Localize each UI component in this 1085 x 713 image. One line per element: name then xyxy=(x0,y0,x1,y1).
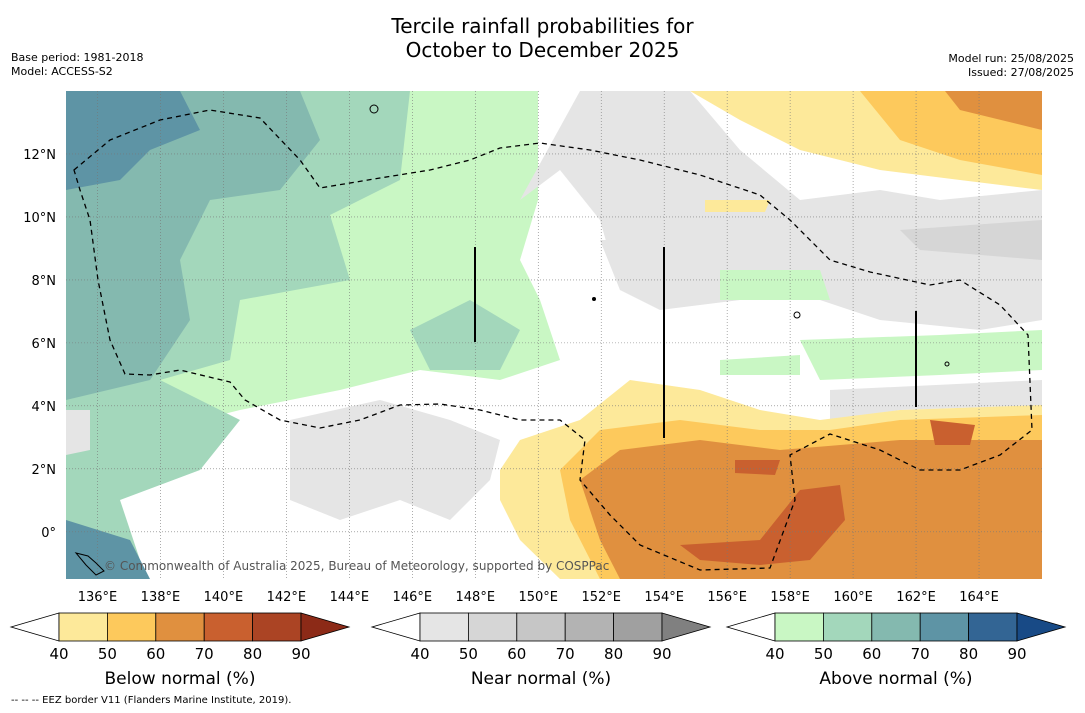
lon-tick-label: 158°E xyxy=(770,590,810,605)
colorbar-low-arrow xyxy=(370,612,421,642)
colorbar-swatch xyxy=(516,612,566,642)
lon-tick-label: 144°E xyxy=(330,590,370,605)
lon-tick-label: 146°E xyxy=(393,590,433,605)
colorbars: 40 50 60 70 80 90 Below normal (%) 40 50 60 70 80 90… xyxy=(9,612,1067,689)
lon-tick-label: 140°E xyxy=(204,590,244,605)
colorbar-swatch xyxy=(467,612,518,642)
colorbar: 40 50 60 70 80 90 Above normal (%) xyxy=(725,612,1067,689)
colorbar-tick-label: 80 xyxy=(243,645,262,663)
island-icon xyxy=(944,361,950,367)
latitude-ticks: 12°N 10°N 8°N 6°N 4°N 2°N 0° xyxy=(23,148,56,541)
base-period: Base period: 1981-2018 xyxy=(11,51,144,64)
colorbar-tick-label: 70 xyxy=(556,645,575,663)
colorbar-swatch xyxy=(774,612,824,642)
lat-tick-label: 10°N xyxy=(23,211,56,226)
lat-tick-label: 8°N xyxy=(32,274,57,289)
issued-date: Issued: 27/08/2025 xyxy=(967,66,1074,79)
lon-tick-label: 150°E xyxy=(518,590,558,605)
colorbar-tick-label: 50 xyxy=(814,645,833,663)
lat-tick-label: 6°N xyxy=(32,337,57,352)
colorbar-swatch xyxy=(203,612,253,642)
island-icon xyxy=(592,297,596,301)
colorbar-low-arrow xyxy=(9,612,60,642)
colorbar-tick-label: 70 xyxy=(195,645,214,663)
longitude-ticks: 136°E 138°E 140°E 142°E 144°E 146°E 148°E 150°E… xyxy=(78,590,999,605)
colorbar-swatch xyxy=(919,612,970,642)
colorbar-swatch xyxy=(613,612,663,642)
lon-tick-label: 160°E xyxy=(833,590,873,605)
colorbar-low-arrow xyxy=(725,612,776,642)
colorbar-tick-label: 40 xyxy=(49,645,68,663)
colorbar-swatch xyxy=(58,612,108,642)
colorbar-swatch xyxy=(564,612,615,642)
colorbar-tick-label: 60 xyxy=(862,645,881,663)
colorbar-swatch xyxy=(871,612,921,642)
lon-tick-label: 138°E xyxy=(141,590,181,605)
lat-tick-label: 2°N xyxy=(32,463,57,478)
colorbar-tick-label: 90 xyxy=(652,645,671,663)
colorbar-tick-label: 60 xyxy=(507,645,526,663)
lon-tick-label: 142°E xyxy=(267,590,307,605)
graticule-lines xyxy=(66,91,1042,579)
colorbar-high-arrow xyxy=(1016,612,1067,642)
map-title: Tercile rainfall probabilities for Octob… xyxy=(0,14,1085,62)
colorbar-swatch xyxy=(155,612,205,642)
colorbar-tick-label: 90 xyxy=(291,645,310,663)
colorbar-swatch xyxy=(252,612,302,642)
colorbar-tick-label: 50 xyxy=(98,645,117,663)
island-icon xyxy=(369,104,379,114)
colorbar: 40 50 60 70 80 90 Near normal (%) xyxy=(370,612,712,689)
map-credit: © Commonwealth of Australia 2025, Bureau… xyxy=(104,559,609,573)
meta-left: Base period: 1981-2018 Model: ACCESS-S2 xyxy=(11,51,143,79)
colorbar-tick-label: 60 xyxy=(146,645,165,663)
eez-border xyxy=(73,109,1033,571)
colorbar-tick-label: 70 xyxy=(911,645,930,663)
colorbar-swatch xyxy=(968,612,1018,642)
colorbar-tick-label: 40 xyxy=(765,645,784,663)
colorbar-tick-label: 40 xyxy=(410,645,429,663)
colorbar-tick-label: 90 xyxy=(1007,645,1026,663)
title-line-1: Tercile rainfall probabilities for xyxy=(391,14,694,38)
model-name: Model: ACCESS-S2 xyxy=(11,65,113,78)
lon-tick-label: 136°E xyxy=(78,590,118,605)
lon-tick-label: 152°E xyxy=(581,590,621,605)
colorbar-label: Below normal (%) xyxy=(105,669,256,689)
lon-tick-label: 156°E xyxy=(707,590,747,605)
model-run: Model run: 25/08/2025 xyxy=(948,52,1074,65)
colorbar-swatch xyxy=(823,612,873,642)
lon-tick-label: 164°E xyxy=(959,590,999,605)
lon-tick-label: 162°E xyxy=(896,590,936,605)
colorbar: 40 50 60 70 80 90 Below normal (%) xyxy=(9,612,351,689)
colorbar-tick-label: 50 xyxy=(459,645,478,663)
lat-tick-label: 0° xyxy=(41,526,56,541)
map-area xyxy=(66,91,1042,579)
lat-tick-label: 12°N xyxy=(23,148,56,163)
colorbar-swatch xyxy=(107,612,157,642)
colorbar-tick-label: 80 xyxy=(959,645,978,663)
colorbar-swatch xyxy=(419,612,469,642)
island-icon xyxy=(74,552,105,576)
colorbar-label: Above normal (%) xyxy=(819,669,972,689)
colorbar-tick-label: 80 xyxy=(604,645,623,663)
lat-tick-label: 4°N xyxy=(32,400,57,415)
colorbar-high-arrow xyxy=(661,612,712,642)
meta-right: Model run: 25/08/2025 Issued: 27/08/2025 xyxy=(948,52,1074,80)
title-line-2: October to December 2025 xyxy=(405,38,680,62)
eez-footnote: -- -- -- EEZ border V11 (Flanders Marine… xyxy=(11,695,292,706)
lon-tick-label: 148°E xyxy=(456,590,496,605)
lon-tick-label: 154°E xyxy=(644,590,684,605)
colorbar-label: Near normal (%) xyxy=(471,669,611,689)
colorbar-high-arrow xyxy=(300,612,351,642)
island-icon xyxy=(793,311,801,319)
